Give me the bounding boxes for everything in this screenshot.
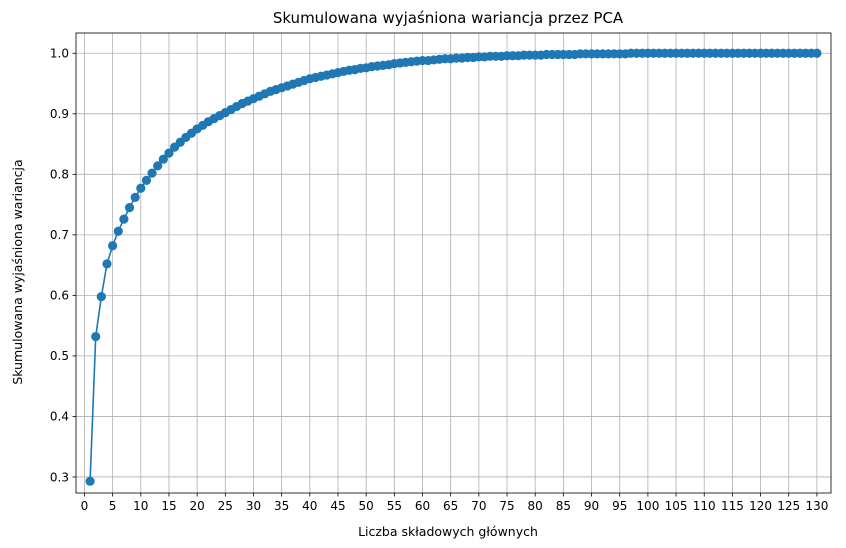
x-tick-label: 110 xyxy=(693,499,716,513)
x-tick-label: 125 xyxy=(777,499,800,513)
data-point xyxy=(102,259,112,269)
x-axis-label: Liczba składowych głównych xyxy=(358,524,538,539)
data-point xyxy=(147,168,157,178)
y-tick-label: 0.6 xyxy=(50,289,69,303)
data-point xyxy=(108,241,118,251)
data-points xyxy=(85,48,822,486)
x-tick-label: 0 xyxy=(81,499,89,513)
x-tick-label: 75 xyxy=(499,499,514,513)
data-point xyxy=(141,175,152,185)
x-tick-label: 130 xyxy=(805,499,828,513)
y-tick-label: 0.9 xyxy=(50,107,69,121)
x-axis-ticks: 0 5 10 15 20 25 30 35 40 45 50 55 60 65 70 75 80 85 90 95 10… xyxy=(81,493,828,513)
data-point xyxy=(96,291,106,302)
y-tick-label: 0.5 xyxy=(50,349,69,363)
x-tick-label: 5 xyxy=(109,499,117,513)
y-tick-label: 1.0 xyxy=(50,47,69,61)
y-tick-label: 0.3 xyxy=(50,470,69,484)
x-tick-label: 35 xyxy=(274,499,289,513)
data-point xyxy=(158,154,168,164)
x-tick-label: 25 xyxy=(218,499,233,513)
data-point xyxy=(130,192,140,202)
x-tick-label: 10 xyxy=(133,499,148,513)
data-point xyxy=(812,48,822,58)
x-tick-label: 70 xyxy=(471,499,486,513)
x-tick-label: 20 xyxy=(189,499,204,513)
x-tick-label: 80 xyxy=(528,499,543,513)
chart-title: Skumulowana wyjaśniona wariancja przez P… xyxy=(273,9,624,27)
data-point xyxy=(119,214,129,224)
x-tick-label: 50 xyxy=(359,499,374,513)
data-point xyxy=(124,203,135,213)
x-tick-label: 65 xyxy=(443,499,458,513)
x-tick-label: 105 xyxy=(665,499,688,513)
y-axis-ticks: 0.3 0.4 0.5 0.6 0.7 0.8 0.9 1.0 xyxy=(50,47,76,484)
x-tick-label: 55 xyxy=(387,499,402,513)
x-tick-label: 115 xyxy=(721,499,744,513)
y-tick-label: 0.7 xyxy=(50,228,69,242)
x-tick-label: 60 xyxy=(415,499,430,513)
x-tick-label: 40 xyxy=(302,499,317,513)
plot-frame xyxy=(75,32,832,494)
data-point xyxy=(136,183,146,193)
x-tick-label: 120 xyxy=(749,499,772,513)
x-tick-label: 100 xyxy=(636,499,659,513)
data-point xyxy=(153,161,163,171)
y-tick-label: 0.8 xyxy=(50,168,69,182)
x-tick-label: 95 xyxy=(612,499,627,513)
data-point xyxy=(91,331,101,342)
data-point xyxy=(113,226,123,236)
x-tick-label: 85 xyxy=(556,499,571,513)
data-point xyxy=(164,148,174,158)
x-tick-label: 30 xyxy=(246,499,261,513)
x-tick-label: 15 xyxy=(161,499,176,513)
x-tick-label: 90 xyxy=(584,499,599,513)
y-axis-label: Skumulowana wyjaśniona wariancja xyxy=(10,159,25,384)
x-tick-label: 45 xyxy=(330,499,345,513)
data-point xyxy=(85,476,95,486)
y-tick-label: 0.4 xyxy=(50,410,69,424)
